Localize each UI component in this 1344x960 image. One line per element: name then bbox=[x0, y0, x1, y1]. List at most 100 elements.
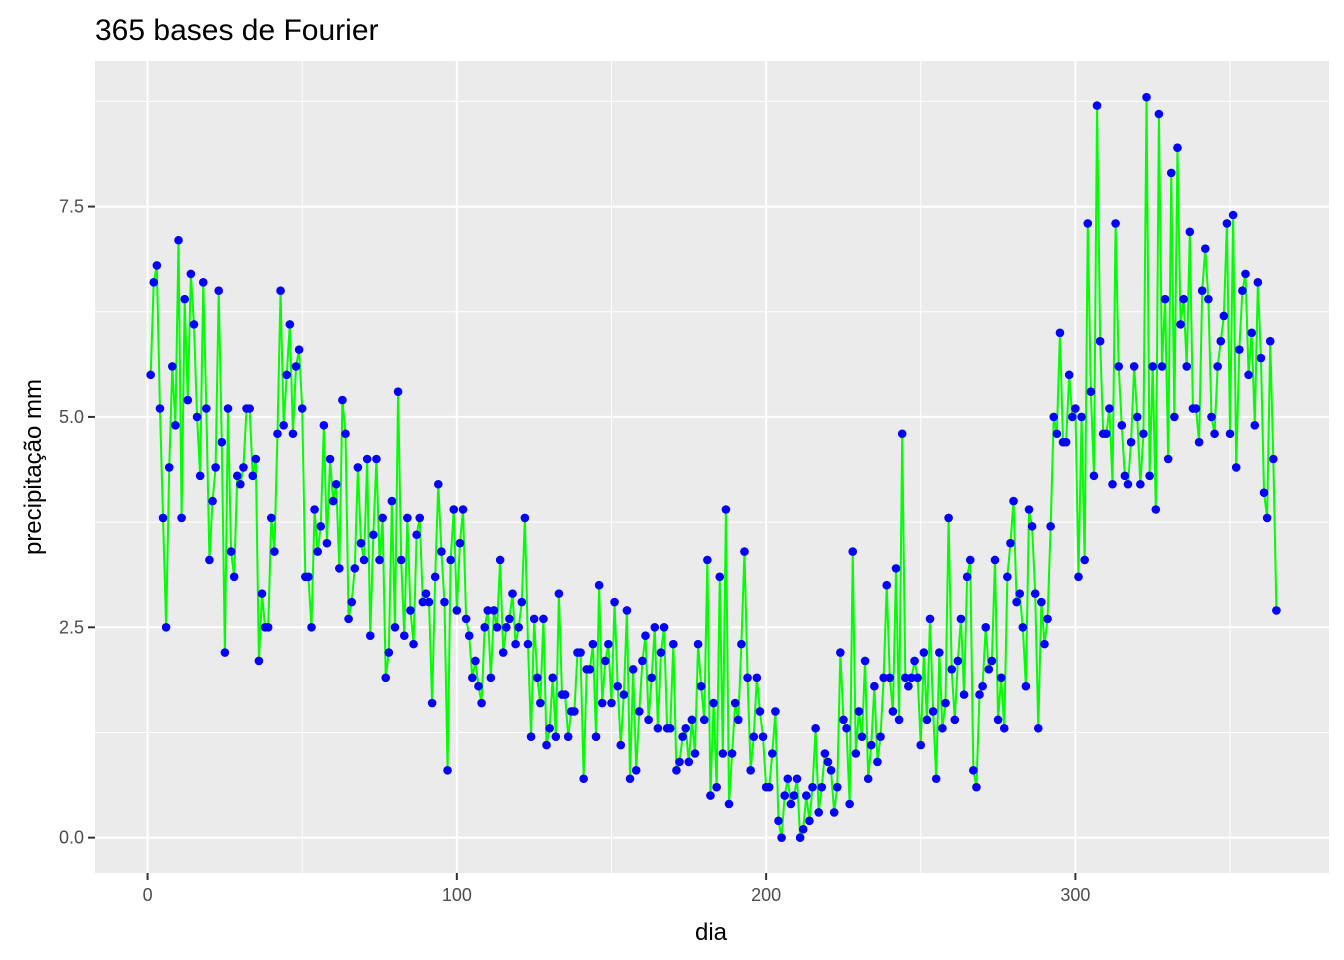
data-point bbox=[876, 732, 885, 741]
data-point bbox=[786, 799, 796, 809]
data-point bbox=[205, 555, 214, 565]
data-point bbox=[798, 824, 808, 834]
data-point bbox=[214, 286, 224, 296]
data-point bbox=[777, 833, 786, 842]
data-point bbox=[211, 463, 220, 472]
data-point bbox=[236, 479, 245, 489]
data-point bbox=[1040, 639, 1049, 649]
data-point bbox=[882, 580, 892, 590]
data-point bbox=[461, 614, 471, 624]
data-point bbox=[347, 597, 357, 607]
data-point bbox=[975, 690, 984, 699]
data-point bbox=[174, 235, 183, 245]
data-point bbox=[328, 496, 338, 506]
data-point bbox=[1173, 143, 1182, 152]
data-point bbox=[403, 513, 412, 523]
data-point bbox=[1259, 488, 1269, 497]
data-point bbox=[1068, 412, 1077, 422]
data-point bbox=[758, 732, 768, 741]
data-point bbox=[1021, 681, 1031, 691]
data-point bbox=[746, 766, 755, 775]
data-point bbox=[1262, 513, 1272, 523]
data-point bbox=[1080, 555, 1089, 565]
data-point bbox=[322, 538, 332, 548]
data-point bbox=[279, 421, 288, 430]
data-point bbox=[619, 690, 629, 699]
data-point bbox=[440, 597, 449, 607]
y-tick-label: 5.0 bbox=[59, 407, 84, 427]
data-point bbox=[938, 723, 947, 733]
data-point bbox=[715, 572, 725, 582]
data-point bbox=[805, 816, 814, 826]
data-point bbox=[273, 429, 282, 439]
data-series bbox=[146, 92, 1281, 842]
data-point bbox=[282, 370, 292, 380]
data-point bbox=[1139, 429, 1148, 439]
data-point bbox=[1003, 572, 1012, 582]
data-point bbox=[514, 623, 523, 632]
data-point bbox=[545, 723, 554, 733]
data-point bbox=[733, 715, 743, 725]
data-point bbox=[984, 665, 994, 674]
data-point bbox=[870, 681, 879, 691]
data-point bbox=[1055, 328, 1065, 338]
data-point bbox=[1200, 244, 1210, 253]
data-point bbox=[829, 808, 839, 817]
data-point bbox=[257, 589, 267, 598]
data-point bbox=[183, 395, 193, 405]
data-point bbox=[885, 673, 895, 683]
data-point bbox=[1077, 412, 1086, 422]
data-point bbox=[1256, 353, 1266, 363]
data-point bbox=[266, 513, 276, 523]
y-tick-label: 2.5 bbox=[59, 617, 84, 637]
data-point bbox=[195, 471, 205, 481]
data-point bbox=[375, 555, 384, 565]
data-point bbox=[486, 673, 496, 683]
data-point bbox=[1145, 471, 1154, 481]
data-point bbox=[897, 429, 907, 439]
data-point bbox=[743, 673, 752, 683]
data-point bbox=[1213, 362, 1222, 371]
data-point bbox=[594, 580, 604, 590]
data-point bbox=[1194, 437, 1204, 447]
data-point bbox=[1046, 522, 1055, 531]
data-point bbox=[969, 766, 978, 775]
data-point bbox=[433, 479, 443, 489]
data-point bbox=[659, 623, 669, 632]
data-point bbox=[1185, 227, 1195, 237]
data-point bbox=[842, 723, 851, 733]
data-point bbox=[990, 555, 1000, 565]
data-point bbox=[498, 648, 508, 657]
data-point bbox=[687, 715, 697, 725]
data-point bbox=[149, 278, 159, 287]
data-point bbox=[1154, 109, 1164, 119]
data-point bbox=[604, 639, 613, 649]
data-point bbox=[764, 782, 774, 792]
data-point bbox=[291, 362, 301, 371]
data-point bbox=[817, 782, 827, 792]
data-point bbox=[996, 673, 1006, 683]
data-point bbox=[601, 656, 610, 666]
data-point bbox=[1012, 597, 1021, 607]
data-point bbox=[226, 547, 236, 556]
data-point bbox=[1197, 286, 1207, 296]
data-point bbox=[1176, 320, 1185, 329]
data-point bbox=[164, 463, 174, 472]
data-point bbox=[737, 639, 746, 649]
data-point bbox=[730, 698, 740, 708]
data-point bbox=[341, 429, 350, 439]
data-point bbox=[1049, 412, 1059, 422]
data-point bbox=[430, 572, 440, 582]
data-point bbox=[628, 665, 638, 674]
data-point bbox=[511, 639, 520, 649]
data-point bbox=[399, 631, 409, 641]
data-point bbox=[335, 564, 344, 573]
data-point bbox=[415, 513, 425, 523]
data-point bbox=[307, 623, 316, 632]
data-point bbox=[647, 673, 656, 683]
data-point bbox=[631, 766, 641, 775]
data-point bbox=[502, 623, 511, 632]
data-point bbox=[217, 437, 227, 447]
data-point bbox=[1074, 572, 1083, 582]
data-point bbox=[706, 791, 715, 800]
